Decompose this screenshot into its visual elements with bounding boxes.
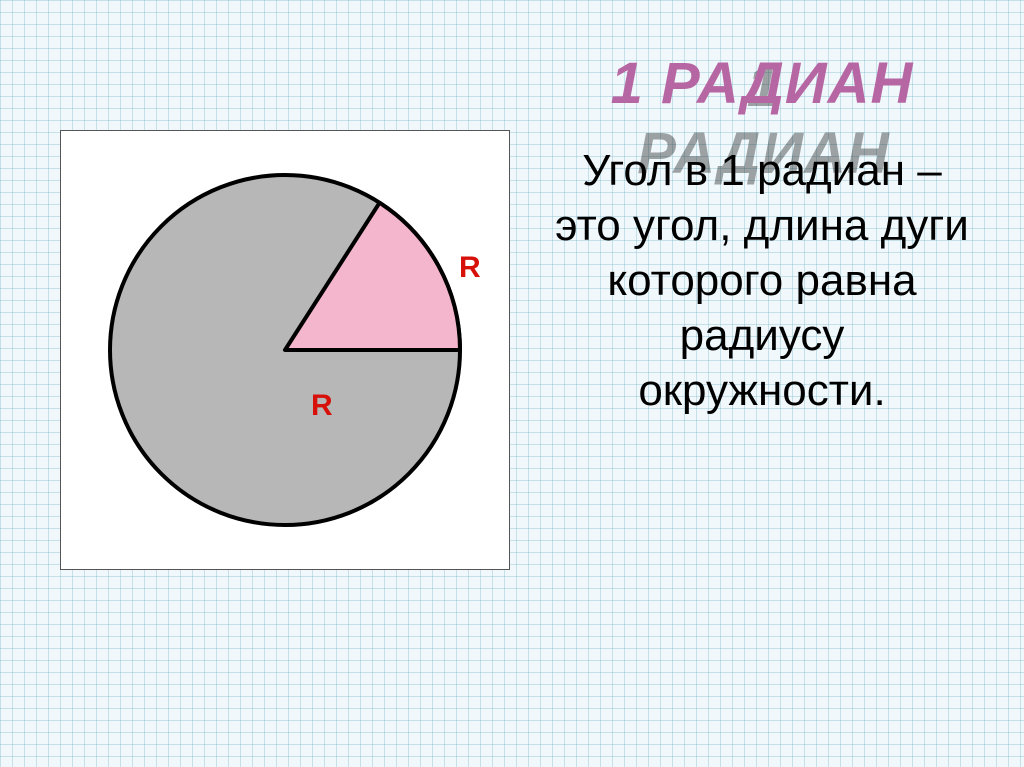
- diagram-column: R R: [60, 130, 510, 570]
- text-column: 1 РАДИАН 1 РАДИАН Угол в 1 радиан – это …: [550, 40, 974, 418]
- arc-length-label: R: [459, 251, 481, 285]
- radius-label: R: [311, 389, 333, 423]
- slide-content: R R 1 РАДИАН 1 РАДИАН Угол в 1 радиан – …: [0, 0, 1024, 767]
- radian-diagram: [75, 140, 495, 560]
- title-text: 1 РАДИАН: [611, 51, 914, 116]
- diagram-card: R R: [60, 130, 510, 570]
- slide-title: 1 РАДИАН 1 РАДИАН: [611, 50, 914, 117]
